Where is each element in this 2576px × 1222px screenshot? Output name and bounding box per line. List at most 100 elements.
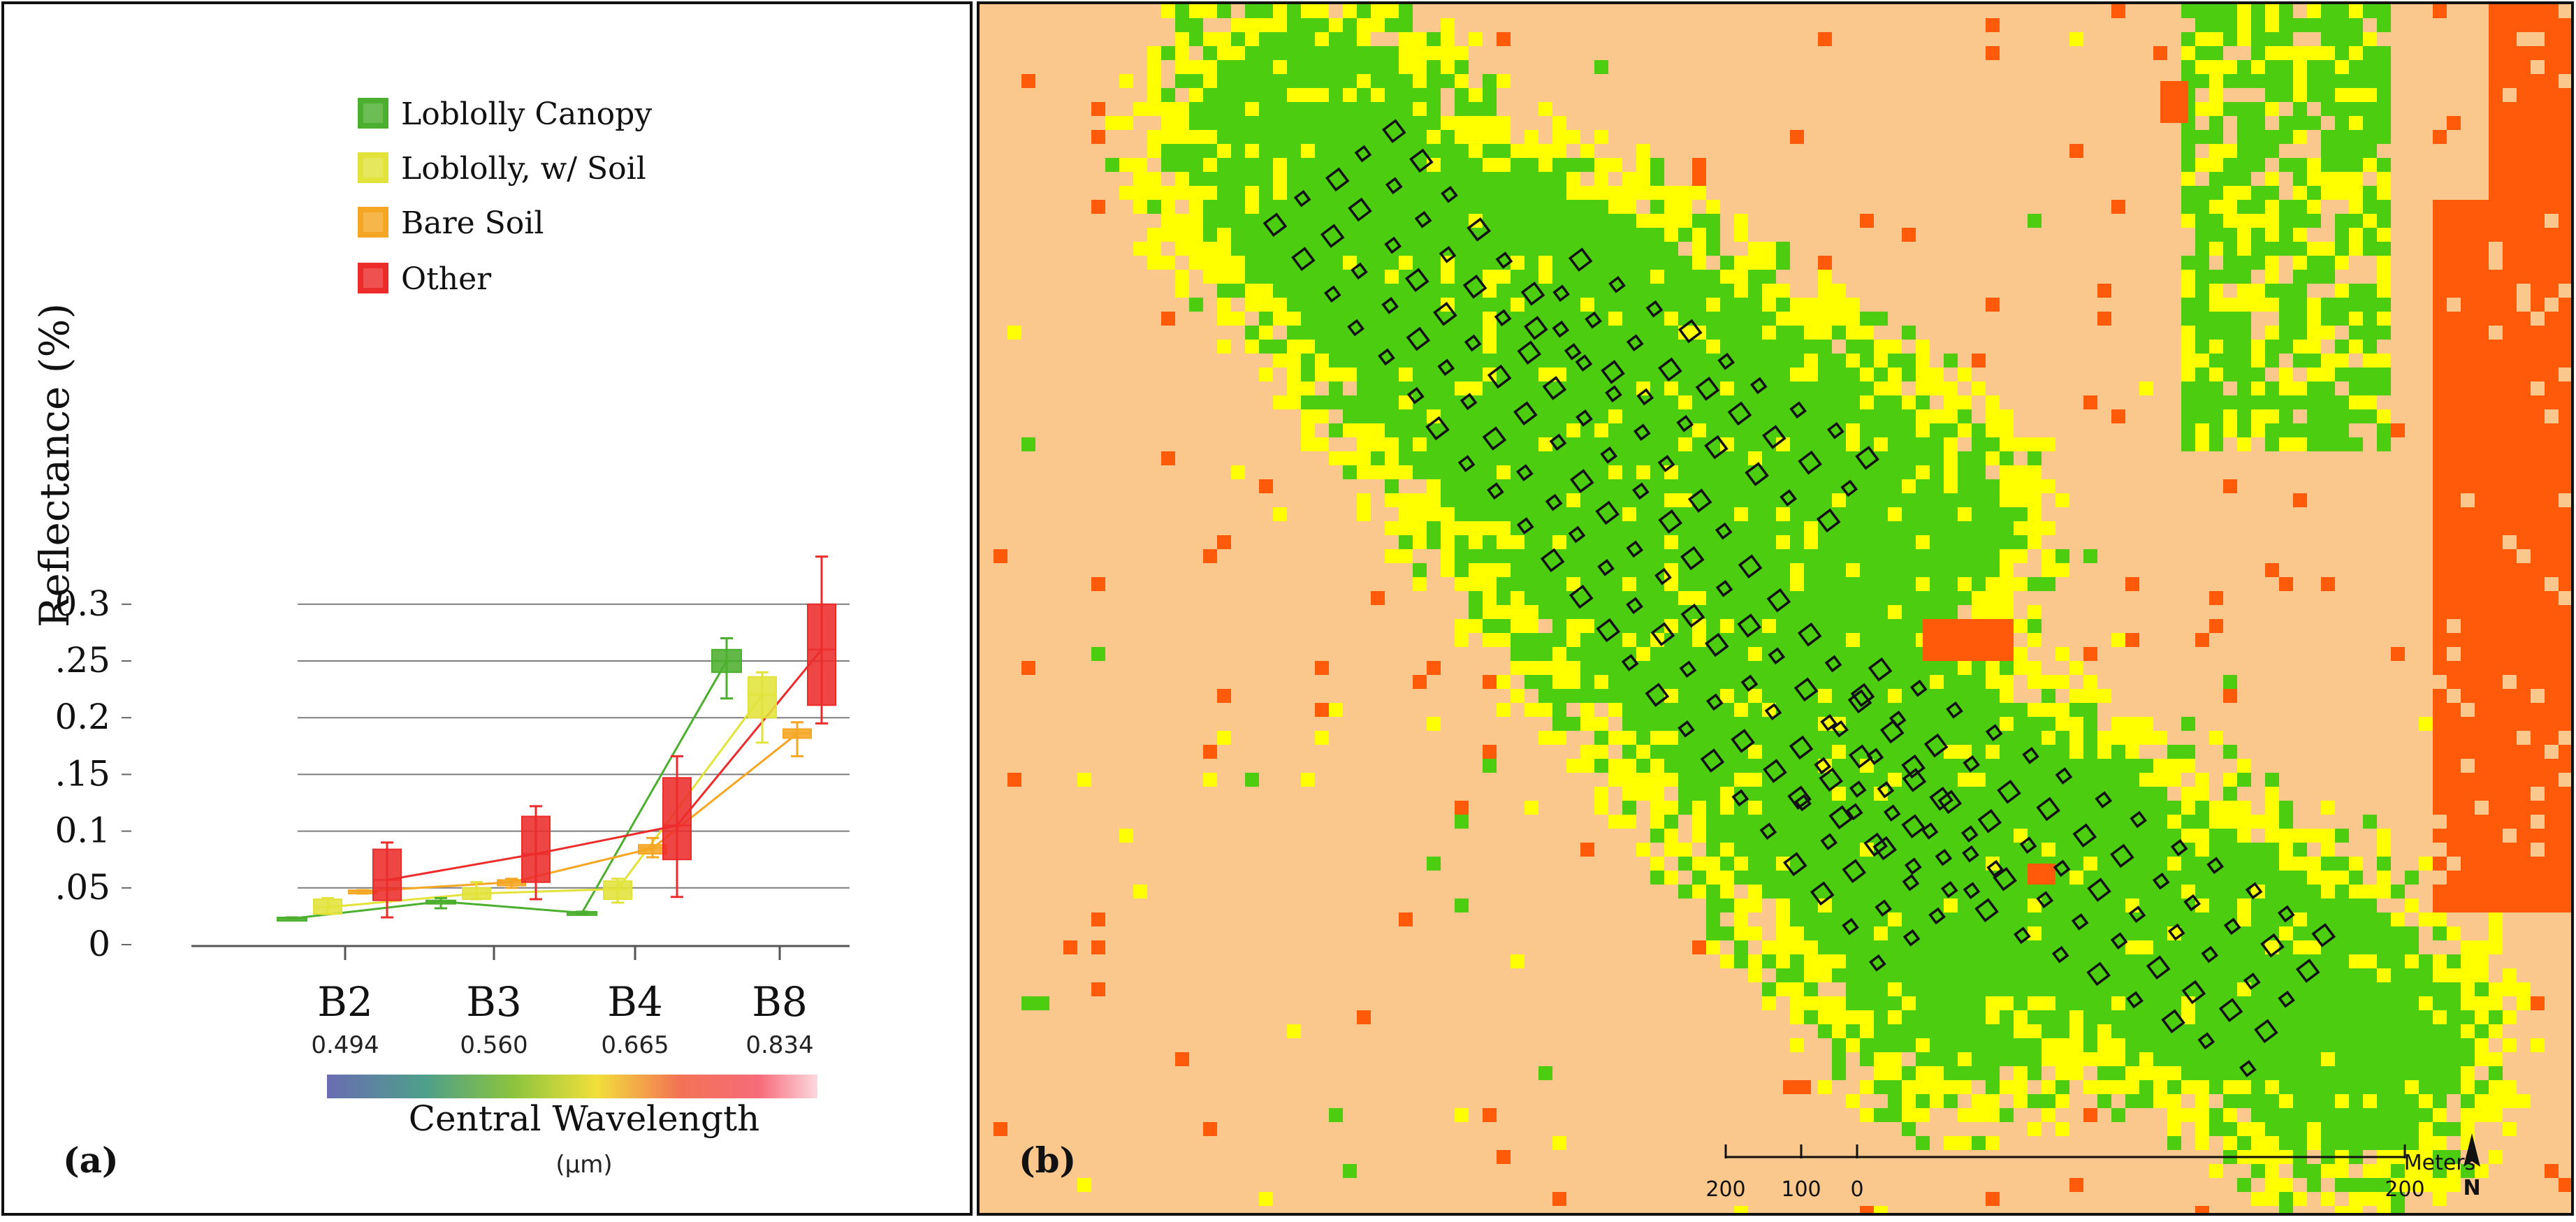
- plot-diamond: [2110, 843, 2134, 868]
- map-pixel: [2559, 521, 2571, 535]
- map-pixel: [1357, 368, 1371, 381]
- map-pixel: [1664, 605, 1678, 619]
- map-pixel: [2069, 857, 2083, 871]
- map-pixel: [1874, 451, 1888, 465]
- map-pixel: [2531, 340, 2545, 354]
- map-pixel: [2181, 270, 2195, 284]
- map-pixel: [1217, 214, 1231, 228]
- map-pixel: [2391, 423, 2405, 437]
- map-pixel: [1902, 954, 1916, 968]
- map-pixel: [1972, 857, 1986, 871]
- map-pixel: [1734, 326, 1748, 340]
- map-pixel: [1455, 451, 1469, 465]
- map-pixel: [1944, 1066, 1958, 1080]
- map-pixel: [1497, 144, 1511, 158]
- map-pixel: [1594, 298, 1608, 312]
- map-pixel: [1497, 563, 1511, 577]
- map-pixel: [1343, 60, 1357, 74]
- map-pixel: [2069, 731, 2083, 745]
- map-pixel: [2461, 214, 2475, 228]
- map-pixel: [2307, 857, 2321, 871]
- map-pixel: [2447, 661, 2461, 675]
- map-pixel: [2559, 437, 2571, 451]
- map-pixel: [2517, 340, 2531, 354]
- map-pixel: [2223, 885, 2237, 899]
- map-pixel: [2559, 242, 2571, 256]
- map-pixel: [1538, 354, 1552, 368]
- map-pixel: [1972, 1136, 1986, 1150]
- plot-diamond: [2152, 872, 2170, 890]
- map-pixel: [2531, 423, 2545, 437]
- map-pixel: [1832, 899, 1846, 912]
- map-pixel: [1427, 465, 1441, 479]
- map-pixel: [2097, 968, 2111, 982]
- map-pixel: [2195, 256, 2209, 270]
- map-pixel: [2237, 32, 2251, 46]
- map-pixel: [2111, 871, 2125, 885]
- map-pixel: [1720, 815, 1734, 829]
- map-pixel: [1790, 381, 1804, 395]
- map-pixel: [1762, 535, 1776, 549]
- map-pixel: [1748, 395, 1762, 409]
- map-pixel: [2069, 801, 2083, 815]
- map-pixel: [1776, 354, 1790, 368]
- map-pixel: [2545, 270, 2559, 284]
- map-pixel: [2097, 829, 2111, 843]
- map-pixel: [1622, 312, 1636, 326]
- map-pixel: [1357, 88, 1371, 102]
- map-pixel: [2531, 605, 2545, 619]
- map-pixel: [1161, 4, 1175, 18]
- map-pixel: [2559, 214, 2571, 228]
- map-pixel: [2545, 591, 2559, 605]
- map-pixel: [2223, 1108, 2237, 1122]
- map-pixel: [1804, 815, 1818, 829]
- map-pixel: [1860, 703, 1874, 717]
- map-pixel: [1399, 18, 1413, 32]
- map-pixel: [1944, 675, 1958, 689]
- map-pixel: [1804, 968, 1818, 982]
- map-pixel: [2293, 284, 2307, 298]
- map-pixel: [1734, 563, 1748, 577]
- map-pixel: [1832, 885, 1846, 899]
- map-pixel: [1944, 731, 1958, 745]
- map-pixel: [2293, 1164, 2307, 1178]
- map-pixel: [1119, 186, 1133, 200]
- map-pixel: [1552, 647, 1566, 661]
- map-pixel: [1706, 619, 1720, 633]
- map-pixel: [1371, 591, 1385, 605]
- map-pixel: [2125, 759, 2139, 773]
- map-pixel: [1566, 270, 1580, 284]
- map-pixel: [2461, 1024, 2475, 1038]
- map-pixel: [1245, 60, 1259, 74]
- map-pixel: [1594, 158, 1608, 172]
- map-pixel: [2055, 1010, 2069, 1024]
- map-pixel: [1972, 1108, 1986, 1122]
- map-pixel: [2377, 982, 2391, 996]
- map-pixel: [1930, 437, 1944, 451]
- map-pixel: [1776, 982, 1790, 996]
- map-pixel: [2028, 1052, 2042, 1066]
- map-pixel: [1552, 451, 1566, 465]
- map-pixel: [1776, 521, 1790, 535]
- map-pixel: [1580, 200, 1594, 214]
- map-pixel: [1916, 703, 1930, 717]
- map-pixel: [1874, 368, 1888, 381]
- map-pixel: [1944, 465, 1958, 479]
- map-pixel: [1441, 18, 1455, 32]
- map-pixel: [1552, 298, 1566, 312]
- map-pixel: [1972, 745, 1986, 759]
- map-pixel: [1923, 619, 2014, 661]
- map-pixel: [1063, 940, 1077, 954]
- map-pixel: [1692, 829, 1706, 843]
- map-pixel: [2251, 1122, 2265, 1136]
- map-pixel: [2293, 256, 2307, 270]
- map-pixel: [2433, 1192, 2447, 1206]
- map-pixel: [1315, 409, 1329, 423]
- map-pixel: [1818, 354, 1832, 368]
- map-pixel: [2014, 549, 2028, 563]
- map-pixel: [1846, 968, 1860, 982]
- map-pixel: [1413, 521, 1427, 535]
- map-pixel: [2265, 1178, 2279, 1192]
- map-pixel: [1622, 256, 1636, 270]
- map-pixel: [1147, 172, 1161, 186]
